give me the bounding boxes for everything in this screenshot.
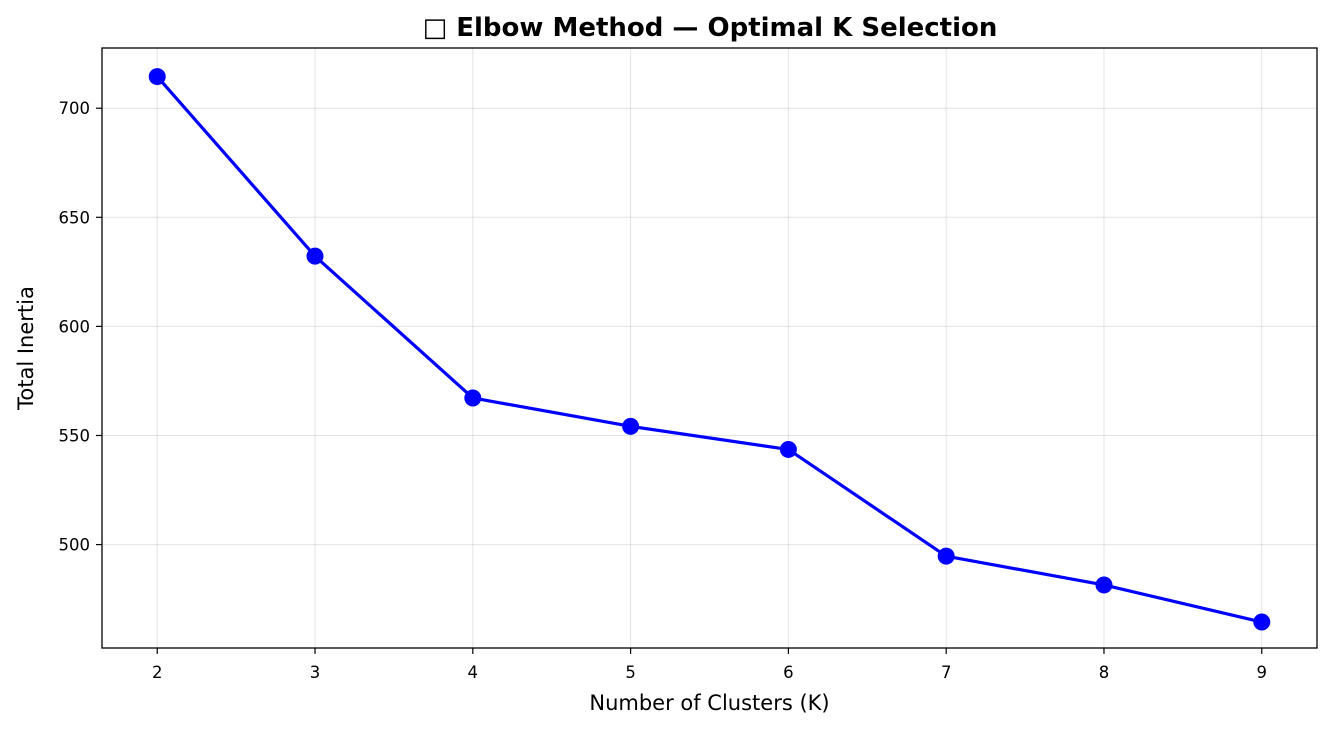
y-tick-label: 600: [59, 317, 91, 336]
grid-lines: [102, 48, 1317, 648]
y-tick-label: 550: [59, 426, 91, 445]
data-point: [937, 547, 955, 565]
data-point: [148, 68, 166, 86]
plot-frame: [101, 47, 1318, 649]
y-tick-label: 500: [59, 536, 91, 555]
x-axis-label: Number of Clusters (K): [589, 691, 829, 715]
x-axis-ticks: 2 3 4 5 6 7 8 9: [152, 648, 1267, 682]
x-tick-label: 9: [1257, 663, 1268, 682]
x-tick-label: 5: [625, 663, 636, 682]
x-tick-label: 6: [783, 663, 794, 682]
series-layer: [148, 68, 1271, 631]
data-point: [1253, 613, 1271, 631]
x-tick-label: 2: [152, 663, 163, 682]
y-axis-label: Total Inertia: [14, 286, 38, 411]
x-tick-label: 3: [310, 663, 321, 682]
y-axis-ticks: 500 550 600 650 700: [59, 99, 102, 555]
y-tick-label: 700: [59, 99, 91, 118]
y-tick-label: 650: [59, 208, 91, 227]
data-point: [622, 417, 640, 435]
chart-title: □ Elbow Method — Optimal K Selection: [423, 13, 998, 43]
x-tick-label: 7: [941, 663, 952, 682]
x-tick-label: 8: [1099, 663, 1110, 682]
data-point: [306, 247, 324, 265]
data-point: [779, 440, 797, 458]
series-line: [156, 75, 1263, 624]
data-point: [464, 389, 482, 407]
data-point: [1095, 576, 1113, 594]
x-tick-label: 4: [468, 663, 479, 682]
